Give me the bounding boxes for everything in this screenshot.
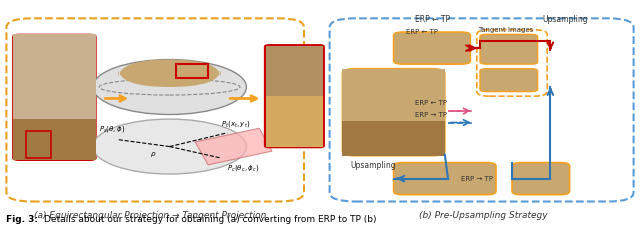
Text: ERP: ERP	[344, 69, 359, 78]
Polygon shape	[195, 128, 272, 165]
Circle shape	[93, 119, 246, 174]
Text: ERP → TP: ERP → TP	[415, 112, 447, 118]
FancyBboxPatch shape	[266, 46, 323, 147]
Circle shape	[93, 60, 246, 114]
Text: ERP → TP: ERP → TP	[461, 176, 493, 182]
Text: Fig. 3:: Fig. 3:	[6, 215, 38, 224]
Text: (a) Equirectangular Projection → Tangent Projection: (a) Equirectangular Projection → Tangent…	[34, 211, 267, 220]
Text: Tangent Images: Tangent Images	[478, 27, 533, 33]
FancyBboxPatch shape	[342, 69, 445, 121]
Text: ERP ← TP: ERP ← TP	[415, 14, 450, 24]
FancyBboxPatch shape	[394, 163, 496, 195]
FancyBboxPatch shape	[266, 96, 323, 147]
FancyBboxPatch shape	[13, 119, 96, 160]
FancyBboxPatch shape	[266, 46, 323, 96]
Text: ERP ← TP: ERP ← TP	[415, 100, 447, 106]
FancyBboxPatch shape	[342, 69, 445, 156]
Text: ERP ← TP: ERP ← TP	[406, 29, 438, 35]
Text: Upsampling: Upsampling	[351, 161, 396, 170]
Text: Details about our strategy for obtaining (a) converting from ERP to TP (b): Details about our strategy for obtaining…	[44, 215, 376, 224]
FancyBboxPatch shape	[13, 34, 96, 160]
Text: $P_s(\theta,\phi)$: $P_s(\theta,\phi)$	[99, 124, 125, 134]
Text: Upsampling: Upsampling	[543, 14, 588, 24]
FancyBboxPatch shape	[480, 69, 538, 92]
FancyBboxPatch shape	[342, 121, 445, 156]
FancyBboxPatch shape	[13, 34, 96, 119]
FancyBboxPatch shape	[512, 163, 570, 195]
FancyBboxPatch shape	[118, 60, 221, 87]
FancyBboxPatch shape	[480, 34, 538, 64]
Text: (b) Pre-Upsampling Strategy: (b) Pre-Upsampling Strategy	[419, 211, 547, 220]
Text: $P_t(x_t,y_t)$: $P_t(x_t,y_t)$	[221, 120, 250, 129]
Bar	[26, 131, 51, 158]
Text: $P_c(\theta_c,\phi_c)$: $P_c(\theta_c,\phi_c)$	[227, 163, 259, 173]
FancyBboxPatch shape	[394, 32, 470, 64]
Text: $\rho$: $\rho$	[150, 150, 157, 159]
